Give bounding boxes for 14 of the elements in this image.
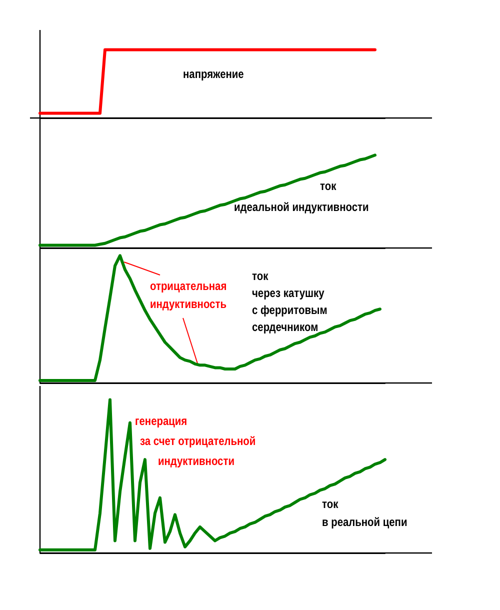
annotation: ток — [252, 270, 269, 284]
annotation: ток — [320, 180, 337, 194]
annotation: через катушку — [252, 288, 326, 300]
annotation: отрицательная — [150, 280, 227, 294]
annotation: за счет отрицательной — [140, 436, 256, 448]
annotation: ток — [322, 498, 339, 512]
annotation: в реальной цепи — [322, 516, 408, 530]
annotation: с ферритовым — [252, 304, 328, 318]
annotation: напряжение — [183, 68, 244, 82]
annotation: идеальной индуктивности — [234, 202, 369, 214]
annotation: сердечником — [252, 322, 318, 334]
annotation: индуктивности — [158, 456, 235, 468]
annotation: генерация — [135, 416, 188, 428]
annotation: индуктивность — [150, 298, 227, 312]
